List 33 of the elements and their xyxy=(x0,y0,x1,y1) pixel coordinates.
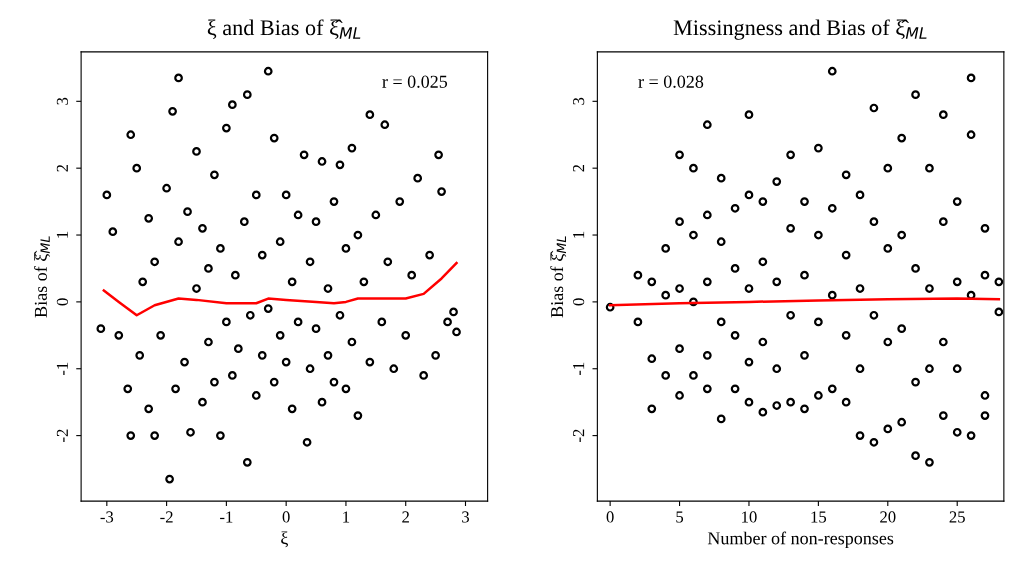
y-tick-label: 1 xyxy=(573,231,585,238)
y-tick-label: -2 xyxy=(56,429,68,442)
x-axis-title: ξ xyxy=(281,531,288,548)
x-tick-label: 10 xyxy=(742,511,757,523)
x-tick-label: 1 xyxy=(343,511,350,523)
x-tick-label: -2 xyxy=(160,511,173,523)
y-tick-label: -1 xyxy=(56,362,68,376)
x-tick-label: 3 xyxy=(462,511,470,523)
y-tick-label: -2 xyxy=(573,429,585,442)
y-tick-label: 2 xyxy=(573,164,585,172)
x-tick-label: -3 xyxy=(100,511,114,523)
annotation: r = 0.025 xyxy=(382,75,448,88)
x-tick-label: -1 xyxy=(220,511,233,523)
y-tick-label: 3 xyxy=(56,97,69,105)
x-axis-title: Number of non-responses xyxy=(707,531,894,549)
y-tick-label: -1 xyxy=(573,362,585,376)
y-tick-label: 1 xyxy=(56,231,68,238)
x-tick-label: 0 xyxy=(606,511,614,523)
y-axis-title: Bias of ξ̂$_{ML}$ xyxy=(550,236,567,318)
x-tick-label: 2 xyxy=(402,511,409,523)
y-tick-label: 0 xyxy=(573,298,585,306)
y-tick-label: 3 xyxy=(573,97,585,105)
chart-title: Missingness and Bias of ξ̂$_{ML}$ xyxy=(673,19,927,40)
x-tick-label: 25 xyxy=(949,511,965,523)
x-tick-label: 0 xyxy=(282,511,290,523)
annotation: r = 0.028 xyxy=(638,75,704,88)
y-tick-label: 2 xyxy=(56,164,68,172)
chart-title: ξ and Bias of ξ̂$_{ML}$ xyxy=(207,19,361,39)
x-tick-label: 20 xyxy=(880,511,896,523)
y-tick-label: 0 xyxy=(56,298,69,306)
x-tick-label: 5 xyxy=(676,511,684,523)
y-axis-title: Bias of ξ̂$_{ML}$ xyxy=(34,236,50,318)
x-tick-label: 15 xyxy=(811,511,827,523)
